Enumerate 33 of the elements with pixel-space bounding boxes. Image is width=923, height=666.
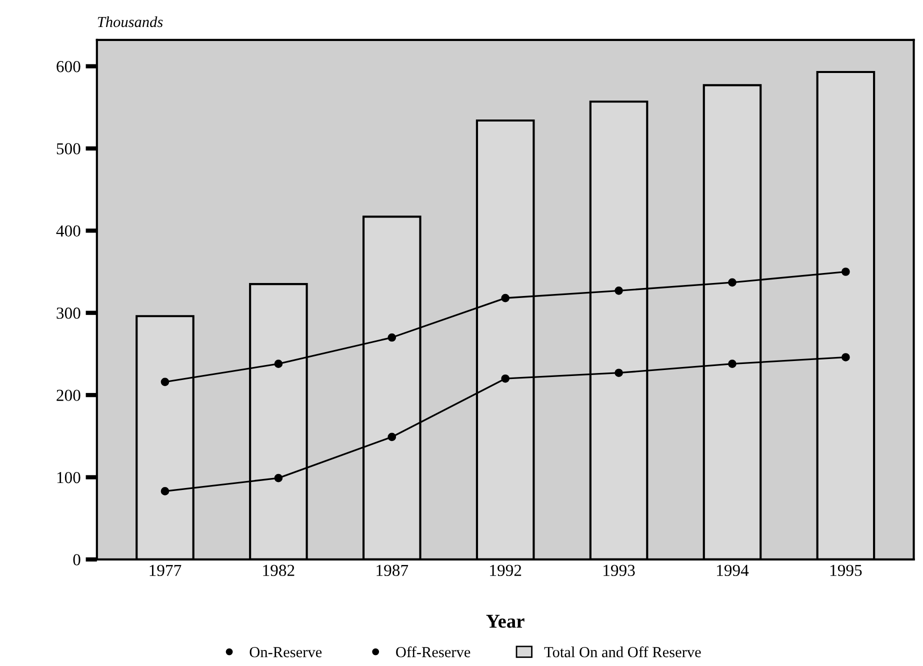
x-tick-label: 1993 xyxy=(604,564,635,576)
point xyxy=(614,286,623,295)
x-tick-label: 1992 xyxy=(490,564,522,576)
legend-label: On-Reserve xyxy=(250,647,322,658)
x-tick-label: 1994 xyxy=(717,564,749,576)
y-tick-label: 300 xyxy=(56,308,80,319)
point xyxy=(388,333,396,342)
x-tick-label: 1982 xyxy=(263,564,294,576)
point xyxy=(842,268,850,276)
point xyxy=(728,360,736,368)
point xyxy=(388,432,396,442)
point xyxy=(501,294,510,302)
y-tick-label: 500 xyxy=(56,143,80,154)
legend-label: Total On and Off Reserve xyxy=(544,646,701,658)
point xyxy=(728,278,736,287)
point xyxy=(501,374,510,383)
point xyxy=(160,487,170,496)
y-tick-label: 600 xyxy=(56,60,80,72)
point xyxy=(614,368,623,378)
point xyxy=(274,474,283,482)
point xyxy=(842,353,850,362)
x-tick-label: 1995 xyxy=(830,564,862,576)
y-axis-title: Thousands xyxy=(98,16,163,28)
y-tick-label: 100 xyxy=(57,472,80,484)
x-axis-title: Year xyxy=(486,614,524,628)
legend-label: Off-Reserve xyxy=(396,646,470,658)
x-tick-label: 1987 xyxy=(376,564,408,576)
y-tick-label: 200 xyxy=(56,390,80,401)
point xyxy=(274,360,283,368)
y-tick-label: 0 xyxy=(73,554,80,566)
point xyxy=(160,378,170,386)
x-tick-label: 1977 xyxy=(150,564,182,576)
y-tick-label: 400 xyxy=(56,225,80,237)
